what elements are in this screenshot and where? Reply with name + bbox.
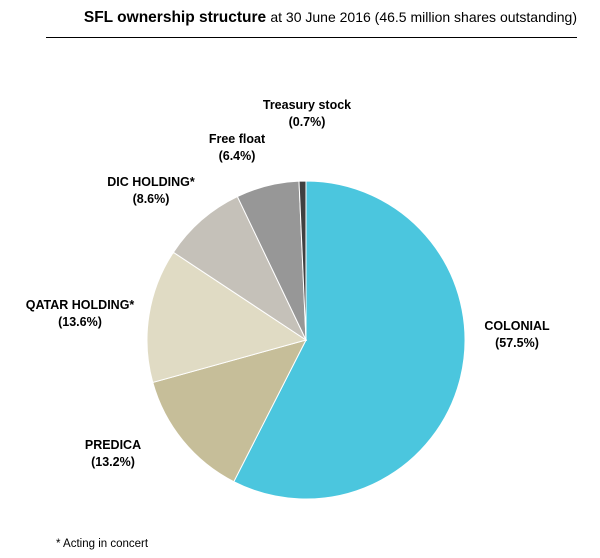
- chart-title-sub: at 30 June 2016 (46.5 million shares out…: [270, 9, 577, 25]
- pie-slice-colonial: [233, 180, 466, 500]
- chart-title: SFL ownership structure at 30 June 2016 …: [0, 9, 577, 27]
- pie-slices: [146, 180, 466, 500]
- pie-slice-predica: [152, 339, 307, 483]
- slice-label-predica: PREDICA: [85, 438, 141, 452]
- slice-value-free-float: (6.4%): [219, 149, 256, 163]
- slice-label-free-float: Free float: [209, 132, 266, 146]
- pie-labels: COLONIAL (57.5%) PREDICA (13.2%) QATAR HOLDI…: [26, 98, 550, 469]
- chart-title-main: SFL ownership structure: [83, 9, 267, 26]
- title-underline: [46, 37, 577, 38]
- slice-label-colonial: COLONIAL: [484, 319, 550, 333]
- slice-value-qatar-holding: (13.6%): [58, 315, 102, 329]
- slice-label-dic-holding: DIC HOLDING*: [107, 175, 195, 189]
- slice-value-dic-holding: (8.6%): [133, 192, 170, 206]
- slice-label-treasury-stock: Treasury stock: [263, 98, 351, 112]
- slice-value-predica: (13.2%): [91, 455, 135, 469]
- pie-slice-dic-holding: [172, 195, 308, 342]
- slice-label-qatar-holding: QATAR HOLDING*: [26, 298, 135, 312]
- pie-slice-treasury-stock: [298, 180, 307, 341]
- footnote: * Acting in concert: [56, 538, 149, 550]
- slice-value-colonial: (57.5%): [495, 336, 539, 350]
- slice-value-treasury-stock: (0.7%): [289, 115, 326, 129]
- pie-slice-qatar-holding: [146, 251, 308, 384]
